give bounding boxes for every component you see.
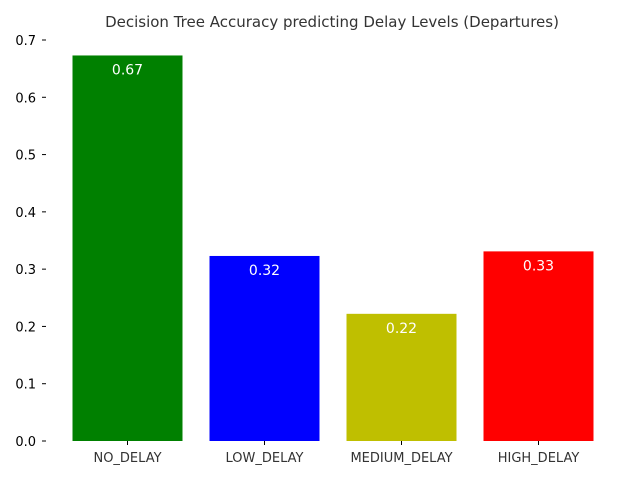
bar-low-delay (209, 255, 320, 441)
y-axis: 0.0 0.1 0.2 0.3 0.4 0.5 0.6 0.7 (15, 34, 46, 450)
bar-value-label: 0.33 (523, 258, 554, 274)
y-tick-label: 0.7 (15, 34, 36, 49)
bar-high-delay (483, 251, 594, 441)
y-tick-label: 0.0 (15, 435, 36, 450)
x-tick-label: LOW_DELAY (226, 451, 304, 466)
y-tick-label: 0.4 (15, 206, 36, 221)
y-tick-label: 0.6 (15, 91, 36, 106)
bar-value-label: 0.22 (386, 321, 417, 337)
chart-title: Decision Tree Accuracy predicting Delay … (105, 13, 559, 31)
y-tick-label: 0.2 (15, 320, 36, 335)
bar-no-delay (72, 55, 183, 442)
x-tick-label: NO_DELAY (93, 451, 161, 466)
bar-medium-delay (346, 313, 457, 441)
x-tick-label: MEDIUM_DELAY (350, 451, 452, 466)
x-axis: NO_DELAY LOW_DELAY MEDIUM_DELAY HIGH_DELAY (93, 441, 579, 466)
bar-value-label: 0.67 (112, 62, 143, 78)
bars: 0.67 0.32 0.22 0.33 (72, 55, 594, 442)
y-tick-label: 0.3 (15, 263, 36, 278)
y-tick-label: 0.5 (15, 149, 36, 164)
y-tick-label: 0.1 (15, 378, 36, 393)
bar-value-label: 0.32 (249, 263, 280, 279)
x-tick-label: HIGH_DELAY (498, 451, 580, 466)
